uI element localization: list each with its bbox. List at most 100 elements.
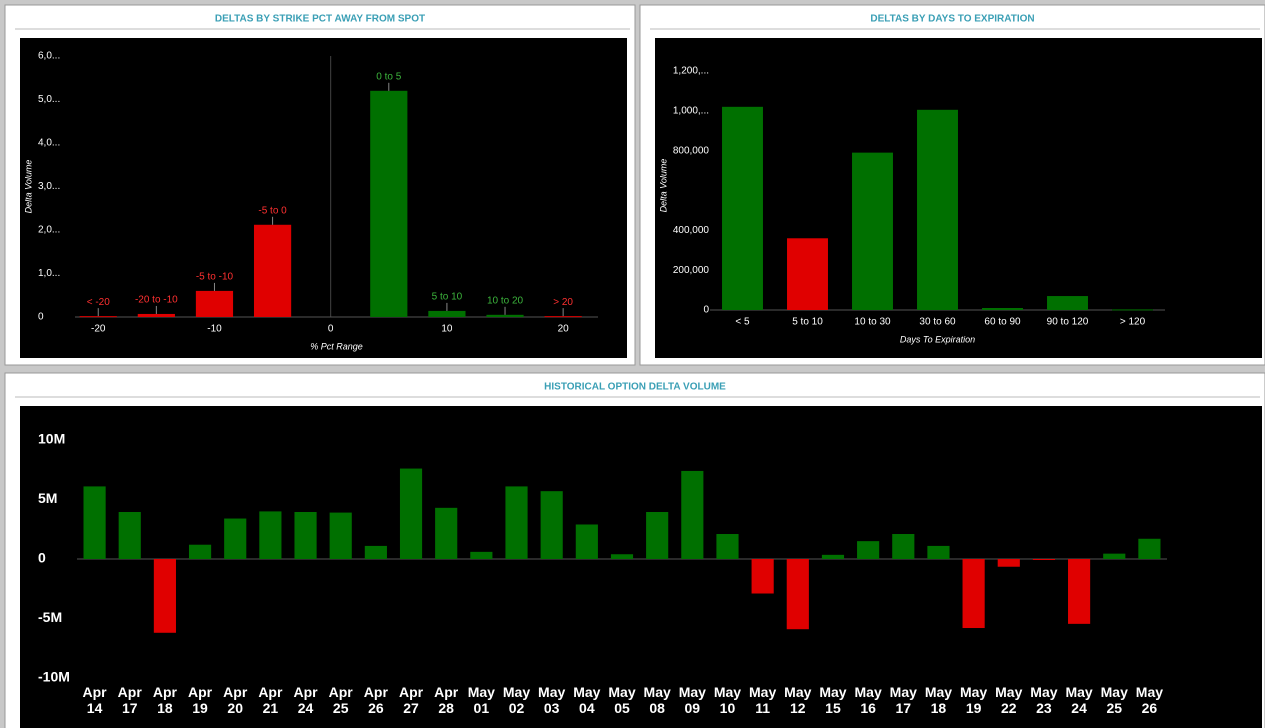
plot-area [20,38,627,358]
x-axis-label: % Pct Range [310,341,363,351]
bar [364,545,387,559]
y-tick-label: 5M [38,490,57,506]
y-tick-label: 6,0... [38,51,60,62]
bar [470,551,493,559]
x-tick-label: Apr 25 [328,684,353,716]
x-tick-label: Apr 21 [258,684,283,716]
plot-area [20,406,1262,728]
bar [188,544,212,559]
bar [79,316,117,318]
bar [716,534,739,559]
y-axis-label: Delta Volume [23,160,33,214]
x-tick-label: 0 [328,324,334,335]
x-axis-label: Days To Expiration [900,334,975,344]
bar [681,470,704,559]
x-tick-label: May 22 [995,684,1023,716]
x-tick-label: < 5 [735,317,750,328]
x-tick-label: -20 [91,324,106,335]
bar [1138,538,1161,559]
bar [505,486,528,559]
bar-label: 10 to 20 [487,295,524,306]
x-tick-label: 5 to 10 [792,317,823,328]
bar [857,541,880,559]
bar [540,491,563,559]
bar [917,109,958,310]
y-tick-label: 1,200,... [673,66,709,77]
x-tick-label: 60 to 90 [984,317,1021,328]
bar [852,152,893,310]
bar [294,511,317,559]
bar [962,559,985,629]
y-tick-label: -5M [38,609,62,625]
bar [259,511,282,559]
x-tick-label: 10 [441,324,453,335]
x-tick-label: May 19 [959,684,988,716]
x-tick-label: 10 to 30 [854,317,891,328]
bar [1068,559,1091,624]
bar [1032,559,1056,560]
bar [1112,309,1153,311]
y-tick-label: 4,0... [38,138,60,149]
x-tick-label: May 09 [678,684,706,716]
bar [370,90,408,317]
x-tick-label: May 23 [1030,684,1058,716]
bar [997,559,1020,567]
x-tick-label: Apr 26 [363,684,388,716]
bar-label: 5 to 10 [432,292,463,303]
bar [722,106,763,310]
bar [118,511,141,559]
x-tick-label: May 04 [573,684,601,716]
x-tick-label: May 01 [467,684,495,716]
x-tick-label: Apr 24 [293,684,318,716]
bar [435,507,458,559]
x-tick-label: Apr 28 [434,684,459,716]
x-tick-label: May 25 [1100,684,1128,716]
y-tick-label: 200,000 [673,265,710,276]
bar [83,486,106,559]
bar [1103,553,1126,559]
bar-label: < -20 [87,297,111,308]
y-tick-label: 10M [38,431,65,447]
bar [137,313,175,317]
bar [428,310,466,317]
x-tick-label: Apr 17 [117,684,142,716]
bar [224,518,247,559]
x-tick-label: May 11 [749,684,777,716]
chart-title: HISTORICAL OPTION DELTA VOLUME [544,382,726,393]
bar [751,559,774,594]
bar [195,290,234,317]
bar [544,316,582,318]
x-tick-label: 20 [558,324,570,335]
x-tick-label: May 08 [643,684,671,716]
x-tick-label: May 02 [502,684,531,716]
y-tick-label: 1,0... [38,268,60,279]
y-tick-label: 0 [38,312,44,323]
chart-title: DELTAS BY DAYS TO EXPIRATION [870,14,1034,25]
x-tick-label: May 26 [1135,684,1164,716]
bar [253,224,292,317]
bar-label: -5 to -10 [196,272,234,283]
bar [927,545,950,559]
y-tick-label: -10M [38,669,70,685]
x-tick-label: May 24 [1065,684,1093,716]
bar [1047,296,1088,310]
y-tick-label: 0 [703,305,709,316]
bar-label: > 20 [553,297,573,308]
x-tick-label: May 05 [608,684,636,716]
y-tick-label: 0 [38,550,46,566]
x-tick-label: Apr 14 [82,684,107,716]
bar [153,559,176,633]
x-tick-label: Apr 18 [152,684,177,716]
y-tick-label: 3,0... [38,181,60,192]
y-tick-label: 2,0... [38,225,60,236]
x-tick-label: May 16 [854,684,882,716]
y-tick-label: 800,000 [673,145,710,156]
bar [786,559,809,630]
x-tick-label: 90 to 120 [1047,317,1089,328]
bar [821,554,845,559]
x-tick-label: Apr 20 [223,684,248,716]
x-tick-label: May 17 [889,684,917,716]
y-tick-label: 400,000 [673,225,710,236]
y-tick-label: 5,0... [38,94,60,105]
